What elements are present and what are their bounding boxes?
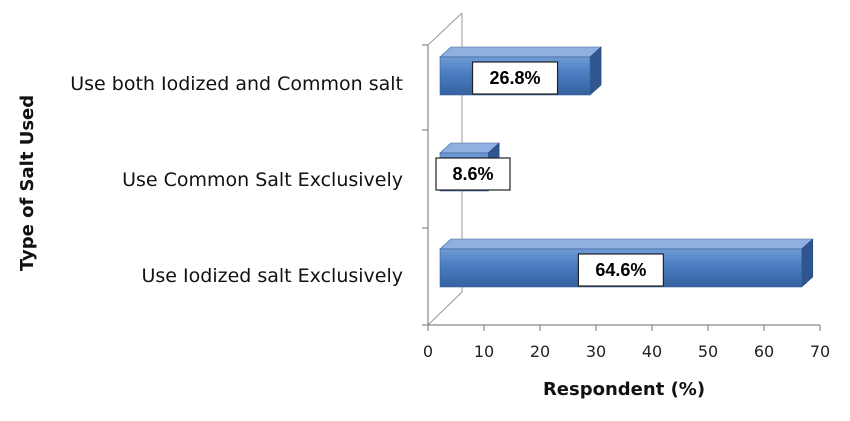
x-tick-label: 20 — [530, 342, 550, 361]
category-label: Use Common Salt Exclusively — [122, 169, 403, 191]
bar-top-face — [439, 238, 814, 250]
bars-group: 26.8% 8.6% 64.6% — [435, 46, 814, 288]
data-label: 64.6% — [595, 260, 646, 280]
x-tick-label: 60 — [754, 342, 774, 361]
x-tick-label: 10 — [474, 342, 494, 361]
x-tick-label: 70 — [810, 342, 830, 361]
bar: 8.6% — [435, 142, 511, 192]
top-wall-edge — [427, 12, 463, 46]
y-axis-title: Type of Salt Used — [17, 95, 38, 271]
bar-top-face — [439, 46, 602, 58]
data-label-box — [435, 157, 511, 191]
x-tick-label: 30 — [586, 342, 606, 361]
bar: 26.8% — [439, 46, 602, 96]
data-label: 8.6% — [452, 164, 493, 184]
x-axis-ticks: 0 10 20 30 40 50 60 70 — [423, 325, 830, 361]
category-labels: Use both Iodized and Common salt Use Comm… — [70, 73, 403, 287]
floor-left-edge — [427, 291, 463, 326]
data-label: 26.8% — [490, 68, 541, 88]
bar: 64.6% — [439, 238, 814, 288]
category-label: Use Iodized salt Exclusively — [142, 265, 404, 287]
x-tick-label: 0 — [423, 342, 433, 361]
data-label-box — [471, 61, 559, 95]
category-label: Use both Iodized and Common salt — [70, 73, 403, 95]
data-label-box — [577, 253, 664, 287]
x-tick-label: 40 — [642, 342, 662, 361]
y-axis-ticks — [422, 44, 428, 326]
x-axis-title: Respondent (%) — [543, 379, 705, 400]
x-tick-label: 50 — [698, 342, 718, 361]
